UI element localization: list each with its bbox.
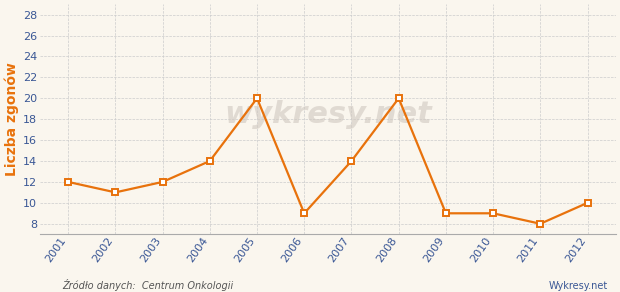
Y-axis label: Liczba zgonów: Liczba zgonów xyxy=(4,62,19,176)
Text: Źródło danych:  Centrum Onkologii: Źródło danych: Centrum Onkologii xyxy=(62,279,233,291)
Text: wykresy.net: wykresy.net xyxy=(224,100,432,129)
Text: Wykresy.net: Wykresy.net xyxy=(548,281,608,291)
